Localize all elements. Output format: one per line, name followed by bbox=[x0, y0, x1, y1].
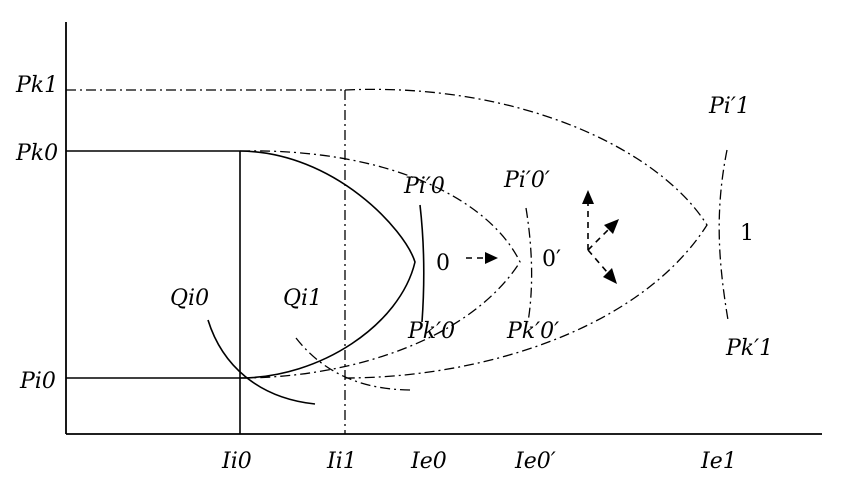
label-pkp0: Pk′0 bbox=[407, 319, 455, 344]
x-label-ii0: Ii0 bbox=[221, 449, 252, 474]
diag-up-arrow-head bbox=[604, 219, 619, 234]
label-qi1: Qi1 bbox=[283, 286, 322, 311]
frontier-0p bbox=[239, 150, 521, 379]
label-pkp1: Pk′1 bbox=[725, 336, 773, 361]
x-label-ie1: Ie1 bbox=[700, 449, 737, 474]
qi0-curve bbox=[207, 319, 316, 405]
pip0p-curve bbox=[525, 207, 533, 323]
qi1-curve bbox=[295, 337, 413, 391]
label-qi0: Qi0 bbox=[170, 286, 209, 311]
label-pip0p: Pi′0′ bbox=[503, 168, 550, 193]
point-label-0p: 0′ bbox=[542, 247, 561, 272]
x-label-ie0p: Ie0′ bbox=[514, 449, 556, 474]
label-pkp0p: Pk′0′ bbox=[506, 319, 559, 344]
pip0-curve bbox=[419, 204, 425, 323]
pip1-curve bbox=[718, 149, 729, 321]
y-label-pk0: Pk0 bbox=[15, 141, 58, 166]
diag-down-arrow-head bbox=[603, 268, 617, 284]
frontier-1 bbox=[344, 88, 708, 379]
point-label-1: 1 bbox=[740, 221, 754, 246]
up-arrow-head bbox=[582, 190, 594, 204]
diag-down-arrow-line bbox=[587, 249, 608, 273]
x-label-ie0: Ie0 bbox=[410, 449, 447, 474]
frontier-0 bbox=[239, 150, 416, 379]
shift-arrow-head bbox=[485, 252, 498, 264]
x-label-ii1: Ii1 bbox=[326, 449, 357, 474]
y-label-pi0: Pi0 bbox=[19, 369, 56, 394]
label-pip1: Pi′1 bbox=[708, 94, 750, 119]
diag-up-arrow-line bbox=[587, 229, 609, 251]
point-label-0: 0 bbox=[436, 251, 450, 276]
label-pip0: Pi′0 bbox=[403, 174, 445, 199]
y-label-pk1: Pk1 bbox=[15, 73, 58, 98]
